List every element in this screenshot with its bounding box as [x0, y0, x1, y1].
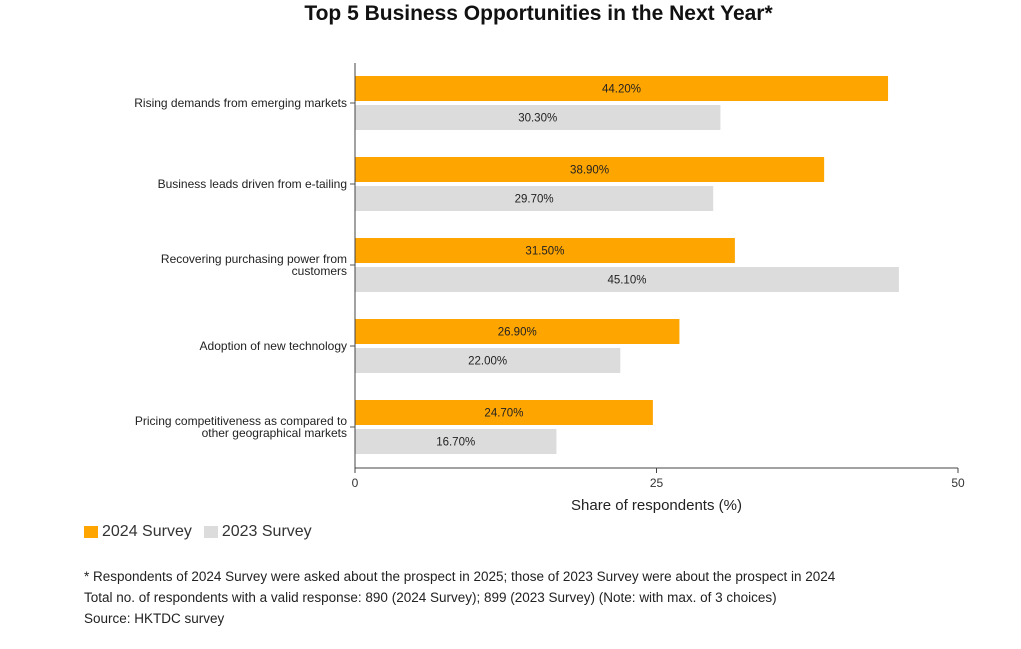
category-label-5: Pricing competitiveness as compared to — [135, 414, 347, 428]
data-label-2023-1: 30.30% — [518, 113, 557, 125]
category-label-5: other geographical markets — [202, 426, 347, 440]
bar-2023-2[interactable] — [355, 186, 714, 211]
legend-label-2024: 2024 Survey — [102, 523, 192, 540]
x-tick-label-0: 0 — [352, 476, 359, 490]
x-tick-label-50: 50 — [951, 476, 965, 490]
data-label-2024-5: 24.70% — [484, 408, 523, 420]
bar-2024-4[interactable] — [355, 319, 680, 344]
bar-2023-4[interactable] — [355, 348, 621, 373]
category-label-2: Business leads driven from e-tailing — [158, 177, 347, 191]
legend-item-2023[interactable]: 2023 Survey — [203, 523, 312, 541]
x-axis-title: Share of respondents (%) — [571, 497, 742, 514]
data-label-2024-4: 26.90% — [498, 327, 537, 339]
data-label-2023-5: 16.70% — [436, 437, 475, 449]
chart-plot: 44.20% 30.30% Rising demands from emerging… — [134, 63, 965, 514]
bar-2023-1[interactable] — [355, 105, 721, 130]
data-label-2024-2: 38.90% — [570, 165, 609, 177]
chart-notes: * Respondents of 2024 Survey were asked … — [84, 566, 835, 629]
bar-2024-3[interactable] — [355, 238, 735, 263]
legend-swatch-2023 — [203, 526, 218, 538]
data-label-2023-4: 22.00% — [468, 356, 507, 368]
chart-title: Top 5 Business Opportunities in the Next… — [304, 2, 773, 25]
category-label-3: customers — [292, 264, 347, 278]
data-label-2024-1: 44.20% — [602, 84, 641, 96]
bar-2023-5[interactable] — [355, 429, 557, 454]
legend-label-2023: 2023 Survey — [221, 523, 312, 540]
category-label-4: Adoption of new technology — [200, 339, 347, 353]
category-label-3: Recovering purchasing power from — [161, 252, 347, 266]
data-label-2023-2: 29.70% — [515, 194, 554, 206]
data-label-2024-3: 31.50% — [525, 246, 564, 258]
category-label-1: Rising demands from emerging markets — [134, 96, 347, 110]
legend-swatch-2024 — [84, 526, 98, 538]
legend: 2024 Survey 2023 Survey — [84, 523, 324, 541]
footnote: * Respondents of 2024 Survey were asked … — [84, 569, 836, 584]
data-label-2023-3: 45.10% — [607, 275, 646, 287]
legend-item-2024[interactable]: 2024 Survey — [84, 523, 192, 541]
respondents-note: Total no. of respondents with a valid re… — [84, 590, 777, 605]
x-tick-label-25: 25 — [650, 476, 664, 490]
bar-2024-2[interactable] — [355, 157, 825, 182]
bar-2024-5[interactable] — [355, 400, 653, 425]
source-note: Source: HKTDC survey — [84, 611, 225, 626]
bar-2024-1[interactable] — [355, 76, 889, 101]
bar-2023-3[interactable] — [355, 267, 899, 292]
